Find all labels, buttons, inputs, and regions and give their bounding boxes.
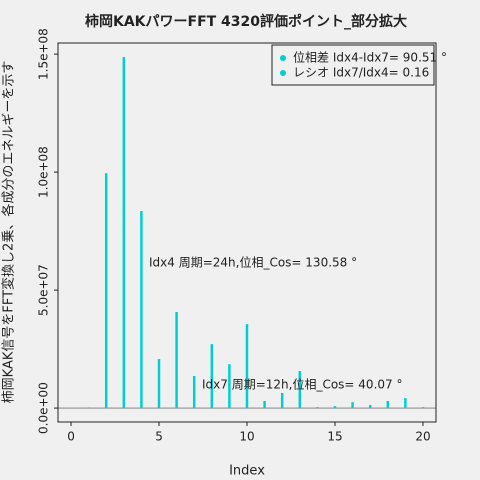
legend-label: レシオ Idx7/Idx4= 0.16 xyxy=(293,66,429,80)
annotation: Idx7 周期=12h,位相_Cos= 40.07 ° xyxy=(202,377,402,392)
legend-label: 位相差 Idx4-Idx7= 90.51 ° xyxy=(293,50,447,65)
legend-marker xyxy=(280,55,286,61)
x-tick-label: 10 xyxy=(239,430,254,444)
x-tick-label: 15 xyxy=(327,430,342,444)
annotation: Idx4 周期=24h,位相_Cos= 130.58 ° xyxy=(149,255,357,270)
y-tick-label: 0.0e+00 xyxy=(37,382,51,434)
y-axis-label: 柿岡KAK信号をFFT変換し2乗、各成分のエネルギーを示す xyxy=(1,61,17,404)
plot-frame xyxy=(57,42,437,423)
legend-marker xyxy=(280,70,286,76)
x-tick-label: 0 xyxy=(67,430,75,444)
y-tick-label: 1.0e+08 xyxy=(37,146,51,198)
x-tick-label: 5 xyxy=(155,430,163,444)
x-tick-label: 20 xyxy=(415,430,430,444)
x-axis-label: Index xyxy=(229,464,265,479)
y-tick-label: 1.5e+08 xyxy=(37,28,51,80)
legend-box xyxy=(271,44,435,86)
chart-title: 柿岡KAKパワーFFT 4320評価ポイント_部分拡大 xyxy=(85,13,407,30)
y-tick-label: 5.0e+07 xyxy=(37,264,51,316)
